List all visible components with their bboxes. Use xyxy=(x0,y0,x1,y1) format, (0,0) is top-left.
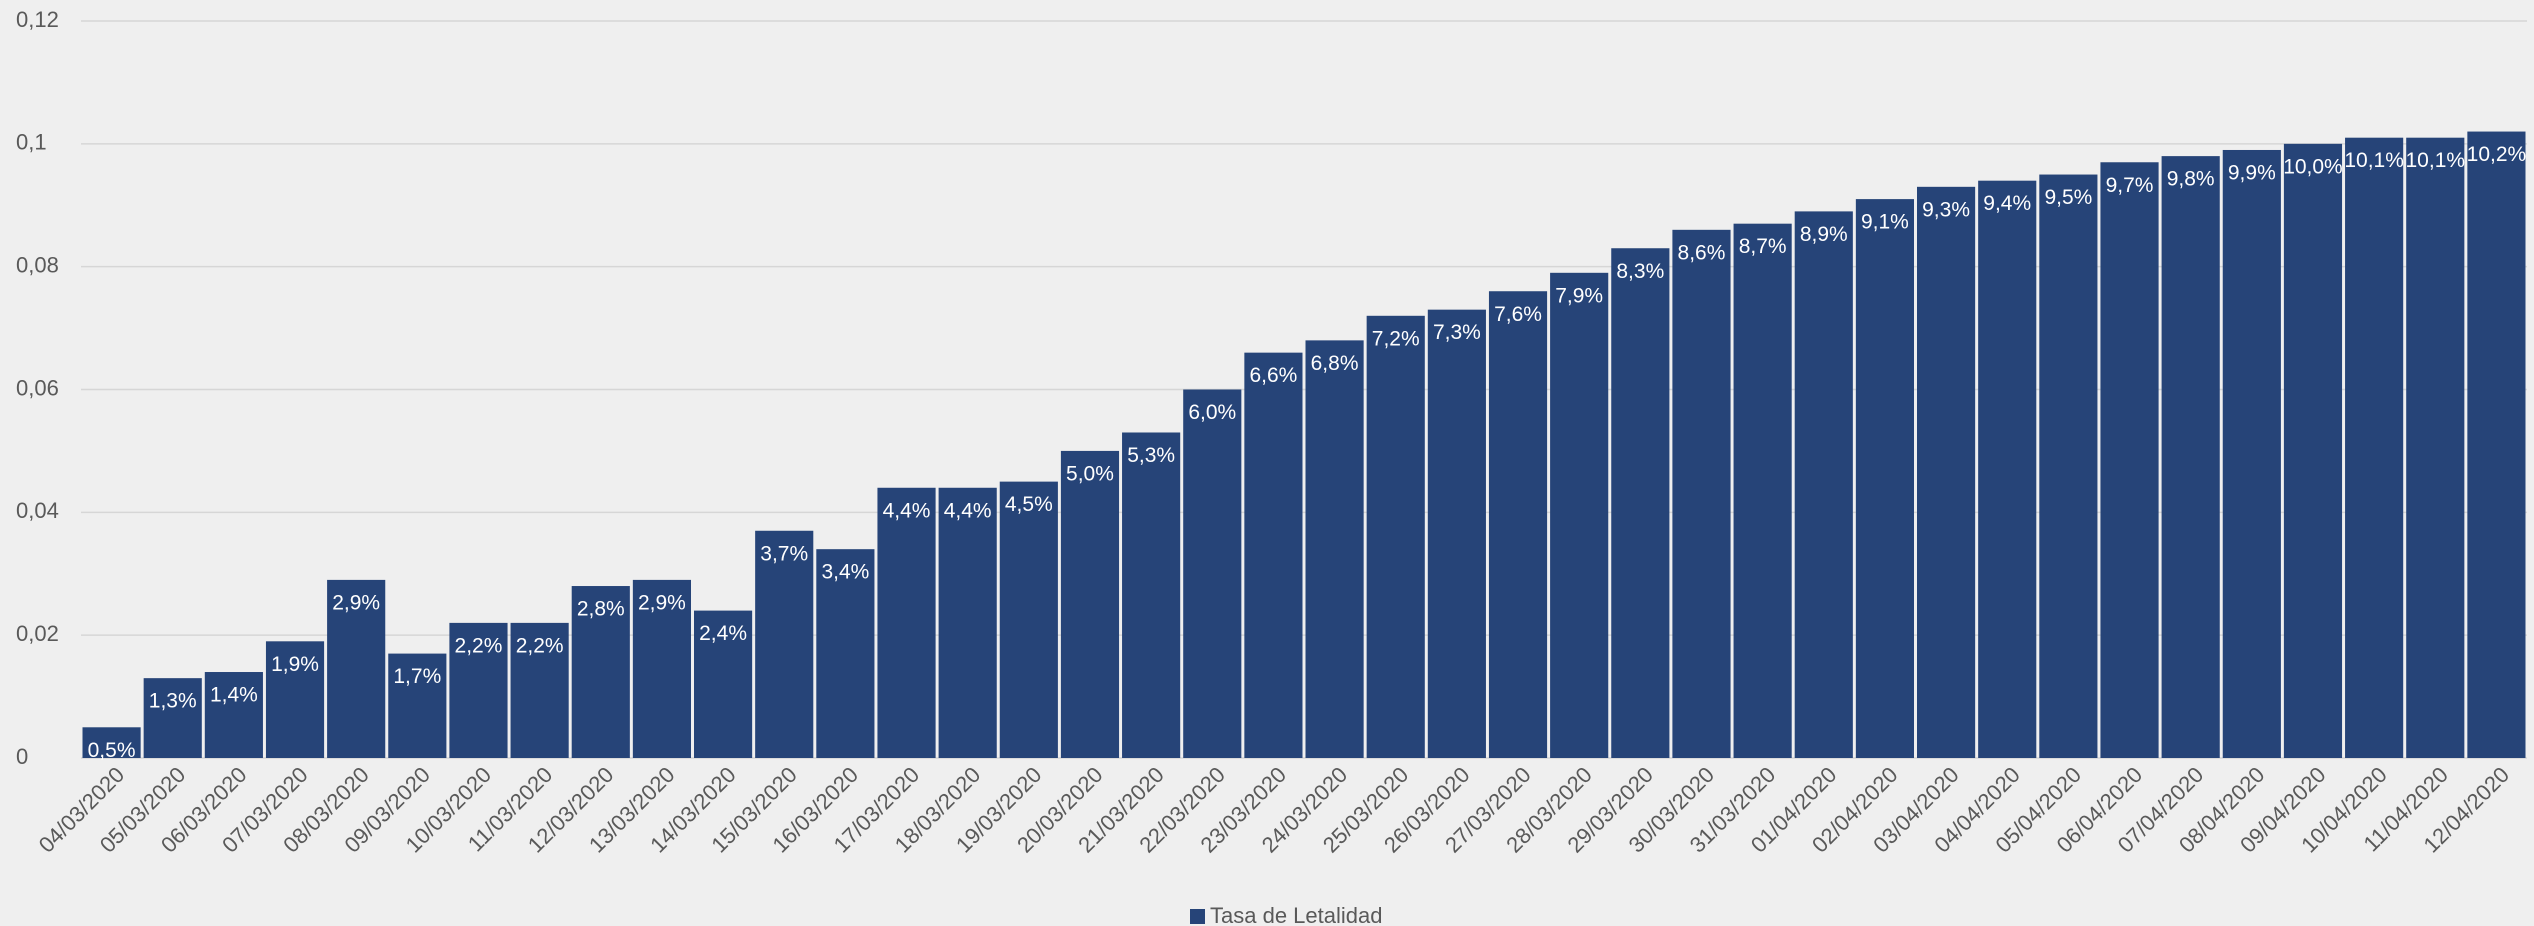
bar xyxy=(2222,149,2281,759)
bar xyxy=(143,678,202,758)
data-label: 10,0% xyxy=(2283,155,2343,178)
bar xyxy=(877,487,936,758)
data-label: 2,2% xyxy=(455,634,503,657)
data-label: 9,3% xyxy=(1922,198,1970,221)
bar xyxy=(1305,340,1364,758)
data-label: 1,7% xyxy=(393,665,441,688)
y-tick-label: 0,1 xyxy=(16,130,47,155)
data-label: 8,3% xyxy=(1616,260,1664,283)
bar xyxy=(1855,199,1914,758)
bar xyxy=(938,487,997,758)
bar xyxy=(694,610,753,758)
bar xyxy=(1794,211,1853,758)
data-label: 6,6% xyxy=(1249,364,1297,387)
bar xyxy=(388,653,447,758)
bar xyxy=(1672,229,1731,759)
bar xyxy=(1488,291,1548,758)
data-label: 1,3% xyxy=(149,690,197,713)
data-label: 2,9% xyxy=(332,591,380,614)
bar xyxy=(204,672,263,758)
data-label: 4,4% xyxy=(883,499,931,522)
data-label: 2,4% xyxy=(699,622,747,645)
y-tick-label: 0,08 xyxy=(16,252,59,277)
data-label: 5,3% xyxy=(1127,444,1175,467)
y-tick-label: 0,02 xyxy=(16,621,59,646)
data-label: 7,6% xyxy=(1494,303,1542,326)
y-tick-label: 0,06 xyxy=(16,375,59,400)
bar xyxy=(755,530,814,758)
bar xyxy=(2406,137,2465,759)
y-tick-label: 0,04 xyxy=(16,498,59,523)
data-label: 3,7% xyxy=(760,542,808,565)
data-label: 3,4% xyxy=(821,561,869,584)
data-label: 10,2% xyxy=(2467,143,2527,166)
bar xyxy=(1122,432,1181,758)
data-label: 9,7% xyxy=(2106,174,2154,197)
data-label: 8,6% xyxy=(1678,241,1726,264)
bar xyxy=(1733,223,1792,759)
bar xyxy=(2161,156,2220,758)
bar xyxy=(1427,309,1486,758)
data-label: 9,1% xyxy=(1861,211,1909,234)
data-label: 9,4% xyxy=(1983,192,2031,215)
bar xyxy=(1366,315,1425,758)
data-label: 0,5% xyxy=(88,739,136,762)
bar xyxy=(2039,174,2098,758)
data-label: 10,1% xyxy=(2406,149,2466,172)
data-label: 7,3% xyxy=(1433,321,1481,344)
bar xyxy=(632,579,691,758)
bar xyxy=(1917,186,1976,758)
data-label: 5,0% xyxy=(1066,462,1114,485)
data-label: 6,0% xyxy=(1188,401,1236,424)
bar xyxy=(1978,180,2037,758)
bar xyxy=(327,579,386,758)
bar xyxy=(2100,162,2159,759)
bar xyxy=(449,622,508,758)
data-label: 9,8% xyxy=(2167,168,2215,191)
data-label: 2,8% xyxy=(577,598,625,621)
data-label: 9,5% xyxy=(2044,186,2092,209)
bar xyxy=(2283,143,2343,759)
bar xyxy=(999,481,1058,758)
data-label: 10,1% xyxy=(2344,149,2404,172)
bar xyxy=(571,586,630,758)
data-label: 2,9% xyxy=(638,591,686,614)
legend-swatch xyxy=(1190,909,1205,924)
data-label: 4,5% xyxy=(1005,493,1053,516)
data-label: 7,9% xyxy=(1555,284,1603,307)
bar xyxy=(1550,272,1609,758)
y-tick-label: 0 xyxy=(16,744,28,769)
data-label: 1,4% xyxy=(210,684,258,707)
bar xyxy=(510,622,569,758)
legend: Tasa de Letalidad xyxy=(1190,903,1382,926)
bar xyxy=(1244,352,1303,758)
bar xyxy=(816,549,875,758)
data-label: 6,8% xyxy=(1311,352,1359,375)
bar xyxy=(1611,248,1670,758)
data-label: 2,2% xyxy=(516,634,564,657)
bar xyxy=(1060,450,1120,758)
data-label: 4,4% xyxy=(944,499,992,522)
bar xyxy=(2467,131,2526,759)
data-label: 9,9% xyxy=(2228,162,2276,185)
bar xyxy=(82,727,141,758)
y-tick-label: 0,12 xyxy=(16,7,59,32)
data-label: 8,7% xyxy=(1739,235,1787,258)
data-label: 1,9% xyxy=(271,653,319,676)
bar xyxy=(1183,389,1242,758)
bar xyxy=(265,641,325,758)
data-label: 8,9% xyxy=(1800,223,1848,246)
data-label: 7,2% xyxy=(1372,327,1420,350)
legend-label: Tasa de Letalidad xyxy=(1210,903,1382,926)
bar xyxy=(2345,137,2404,759)
